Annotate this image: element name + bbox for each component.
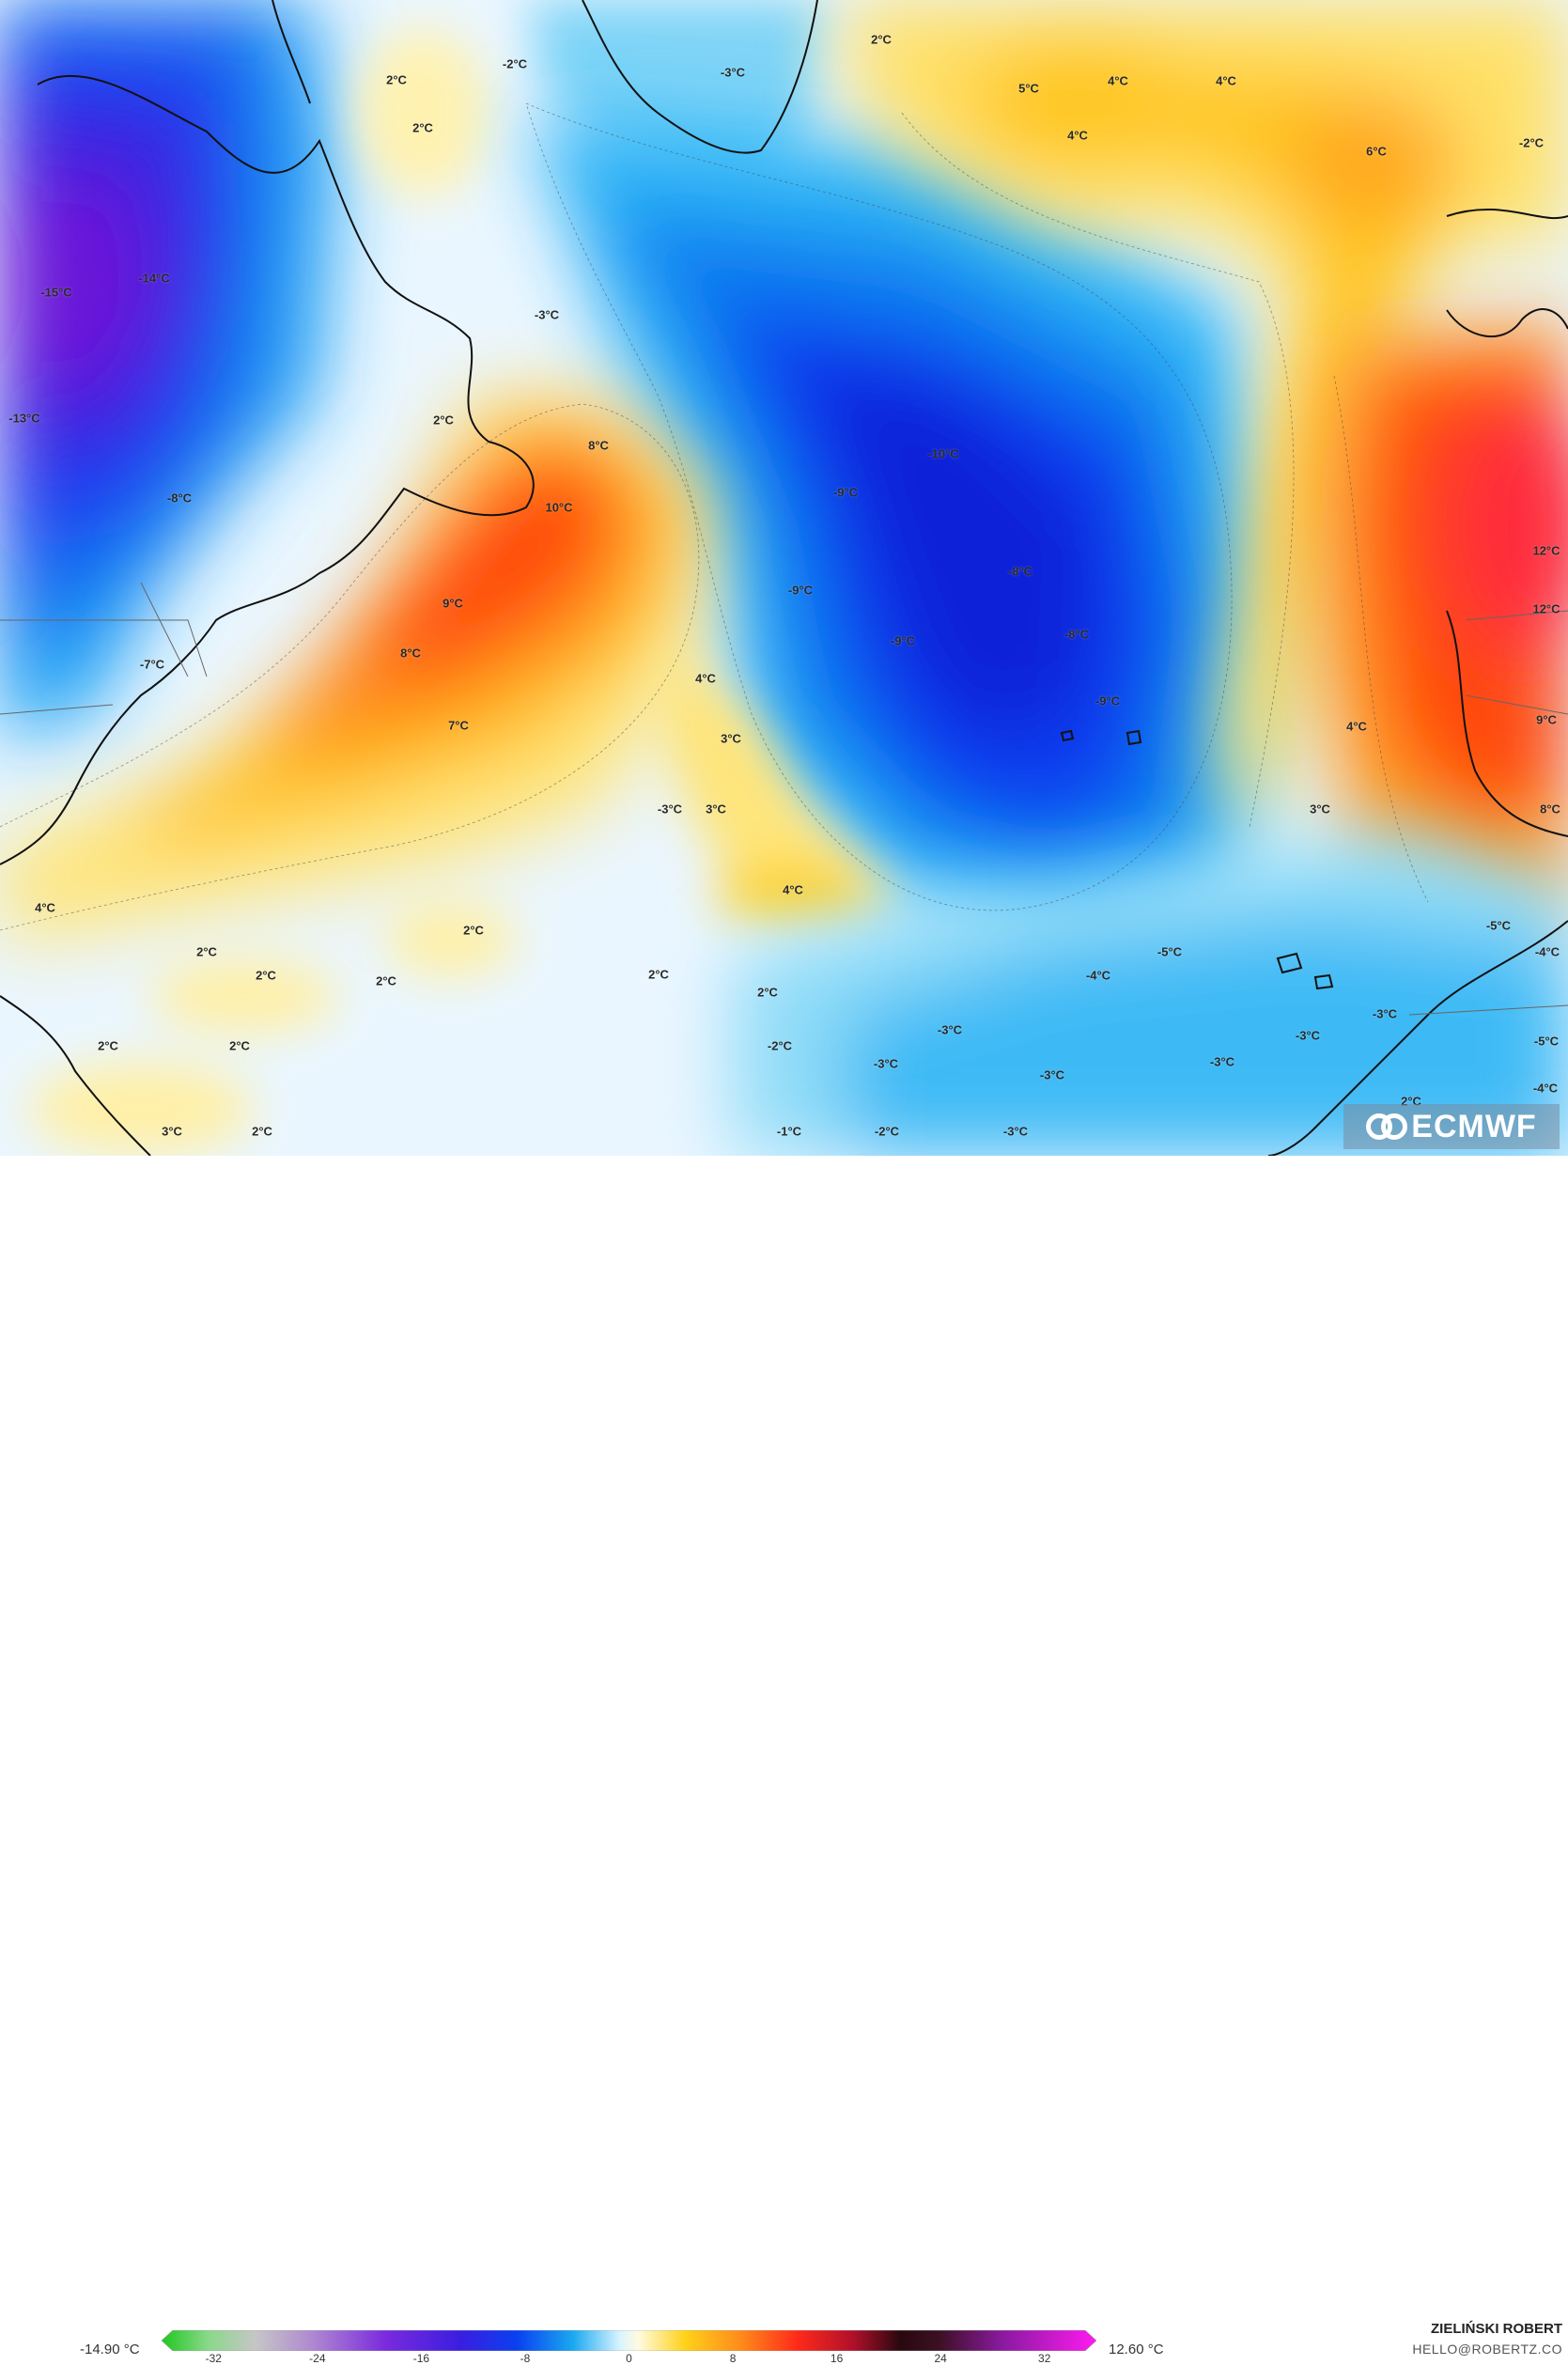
temperature-label: -4°C <box>1085 968 1111 983</box>
temperature-label: 4°C <box>695 671 716 686</box>
temperature-label: 2°C <box>757 985 778 1000</box>
colorbar-tick: -16 <box>412 2352 430 2365</box>
temperature-label: -5°C <box>1157 944 1183 959</box>
temperature-label: -9°C <box>787 583 814 598</box>
temperature-label: 3°C <box>162 1124 182 1139</box>
temperature-label: 12°C <box>1532 601 1560 616</box>
temperature-label: 2°C <box>412 120 433 135</box>
temperature-label: 3°C <box>1310 801 1330 817</box>
temperature-label: -3°C <box>1002 1124 1029 1139</box>
ecmwf-logo: ECMWF <box>1343 1104 1560 1149</box>
temperature-label: -7°C <box>139 657 165 672</box>
temperature-label: -5°C <box>1485 918 1512 933</box>
temperature-label: -8°C <box>1007 564 1033 579</box>
temperature-label: 7°C <box>448 718 469 733</box>
temperature-label: -15°C <box>40 285 72 300</box>
temperature-label: -9°C <box>832 485 859 500</box>
temperature-label: 2°C <box>196 944 217 959</box>
temperature-label: -3°C <box>873 1056 899 1071</box>
ecmwf-mark-icon <box>1366 1113 1408 1140</box>
colorbar-min-value: -14.90 °C <box>80 2342 140 2357</box>
cold-pool-atlantic <box>526 113 1278 940</box>
colorbar-tick: -8 <box>520 2352 531 2365</box>
colorbar-footer: -14.90 °C <box>0 1156 1568 2365</box>
colorbar-tick: -32 <box>205 2352 222 2365</box>
temperature-label: -2°C <box>874 1124 900 1139</box>
temperature-label: -3°C <box>1039 1067 1065 1082</box>
temperature-label: 4°C <box>783 882 803 897</box>
colorbar <box>162 2330 1096 2351</box>
temperature-label: 8°C <box>588 438 609 453</box>
temperature-label: 2°C <box>98 1038 118 1053</box>
temperature-label: -1°C <box>776 1124 802 1139</box>
temperature-label: 4°C <box>1346 719 1367 734</box>
temperature-label: 3°C <box>721 731 741 746</box>
coastlines <box>0 0 1568 1156</box>
logo-text: ECMWF <box>1411 1108 1537 1144</box>
temperature-label: -2°C <box>1518 135 1545 150</box>
temperature-label: -9°C <box>890 633 916 648</box>
temperature-label: -3°C <box>720 65 746 80</box>
temperature-label: 2°C <box>386 72 407 87</box>
warm-air-mass-west <box>0 395 714 940</box>
warm-air-iberia <box>1315 319 1568 921</box>
colorbar-tick: 16 <box>830 2352 844 2365</box>
temperature-label: 2°C <box>376 973 396 988</box>
author-credit: ZIELIŃSKI ROBERT <box>1430 2321 1562 2337</box>
temperature-label: -4°C <box>1532 1081 1559 1096</box>
temperature-label: 2°C <box>252 1124 272 1139</box>
temperature-label: 10°C <box>545 500 573 515</box>
colorbar-max-value: 12.60 °C <box>1109 2342 1164 2357</box>
warm-streamer-south <box>28 639 902 1156</box>
country-borders <box>0 582 1568 1016</box>
warm-swirl-northeast <box>846 0 1568 846</box>
temperature-label: -2°C <box>502 56 528 71</box>
temperature-label: -3°C <box>1295 1028 1321 1043</box>
temperature-label: 5°C <box>1018 81 1039 96</box>
temperature-label: 9°C <box>1536 712 1557 727</box>
temperature-label: -3°C <box>1372 1006 1398 1021</box>
temperature-label: 8°C <box>400 646 421 661</box>
temperature-label: 2°C <box>648 967 669 982</box>
temperature-label: -8°C <box>166 490 193 506</box>
temperature-label: -9°C <box>1094 693 1121 708</box>
temperature-label: 12°C <box>1532 543 1560 558</box>
temperature-label: 9°C <box>442 596 463 611</box>
temperature-label: 8°C <box>1540 801 1560 817</box>
temperature-label: 6°C <box>1366 144 1387 159</box>
colorbar-tick: 0 <box>626 2352 632 2365</box>
temperature-label: -3°C <box>534 307 560 322</box>
temperature-label: -3°C <box>937 1022 963 1037</box>
temperature-label: 4°C <box>1108 73 1128 88</box>
temperature-label: -5°C <box>1533 1034 1560 1049</box>
temperature-label: 2°C <box>871 32 892 47</box>
temperature-label: -4°C <box>1534 944 1560 959</box>
temperature-label: 4°C <box>1216 73 1236 88</box>
map-canvas <box>0 0 1568 1156</box>
temperature-label: 3°C <box>706 801 726 817</box>
temperature-label: -8°C <box>1063 627 1090 642</box>
colorbar-tick: 8 <box>729 2352 737 2365</box>
temperature-label: -3°C <box>657 801 683 817</box>
temperature-label: -3°C <box>1209 1054 1235 1069</box>
colorbar-tick: -24 <box>309 2352 326 2365</box>
temperature-label: 2°C <box>433 412 454 428</box>
cold-air-mass-west <box>0 0 338 742</box>
temperature-label: 4°C <box>35 900 55 915</box>
temperature-label: -13°C <box>8 411 40 426</box>
temperature-label: -14°C <box>138 271 170 286</box>
temperature-label: -2°C <box>767 1038 793 1053</box>
temperature-map: 2°C 2°C -2°C -3°C 2°C 5°C 4°C 4°C 4°C 6°C -2°C -15°… <box>0 0 1568 1156</box>
temperature-label: 2°C <box>229 1038 250 1053</box>
colorbar-tick: 32 <box>1038 2352 1051 2365</box>
temperature-label: 4°C <box>1067 128 1088 143</box>
temperature-label: 2°C <box>463 923 484 938</box>
colorbar-tick: 24 <box>934 2352 947 2365</box>
temperature-label: 2°C <box>256 968 276 983</box>
cool-air-southeast <box>733 827 1568 1156</box>
temperature-label: -10°C <box>927 446 959 461</box>
contour-lines <box>0 102 1429 931</box>
author-email: HELLO@ROBERTZ.CO <box>1412 2342 1562 2357</box>
